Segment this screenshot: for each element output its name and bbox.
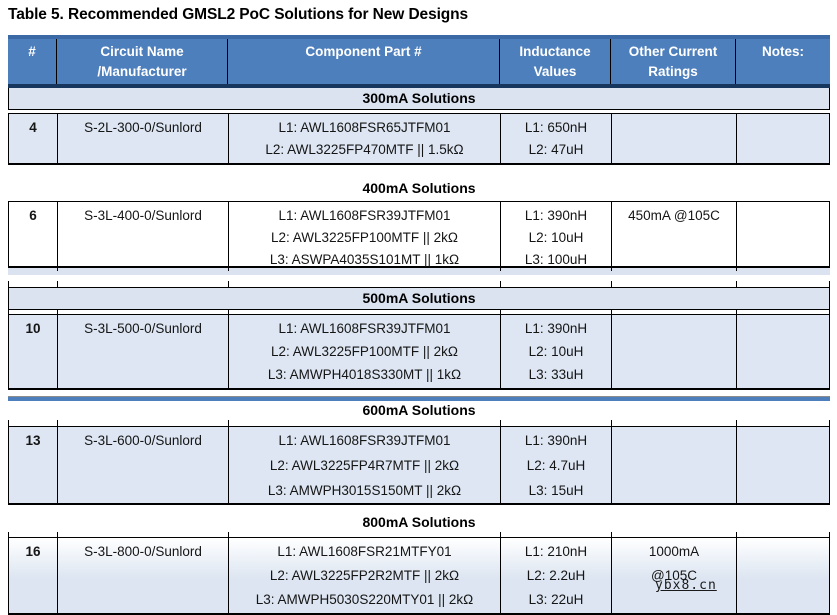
row-number-cell: 13 <box>9 427 58 503</box>
column-header-number: # <box>8 39 57 84</box>
table-header-row: # Circuit Name /Manufacturer Component P… <box>8 35 830 88</box>
section-heading-400ma: 400mA Solutions <box>362 180 476 196</box>
section-heading-300ma: 300mA Solutions <box>8 88 830 110</box>
column-header-circuit-name: Circuit Name /Manufacturer <box>57 39 228 84</box>
column-tick-row <box>8 532 830 537</box>
inductance-values-cell: L1: 390nH L2: 10uH L3: 33uH <box>501 315 612 388</box>
blue-separator-bar <box>8 396 830 401</box>
notes-cell <box>737 114 829 163</box>
inductance-values-cell: L1: 210nH L2: 2.2uH L3: 22uH <box>501 538 612 613</box>
row-number-cell: 10 <box>9 315 58 388</box>
section-heading-800ma: 800mA Solutions <box>362 514 476 530</box>
section-heading-500ma: 500mA Solutions <box>8 287 830 310</box>
notes-cell <box>737 315 829 388</box>
component-part-cell: L1: AWL1608FSR65JTFM01 L2: AWL3225FP470M… <box>229 114 501 163</box>
other-current-cell: 450mA @105C <box>612 202 737 271</box>
column-header-inductance: Inductance Values <box>500 39 611 84</box>
inductance-values-cell: L1: 650nH L2: 47uH <box>501 114 612 163</box>
component-part-cell: L1: AWL1608FSR39JTFM01 L2: AWL3225FP100M… <box>229 315 501 388</box>
circuit-name-cell: S-3L-500-0/Sunlord <box>58 315 229 388</box>
section-heading-600ma: 600mA Solutions <box>362 402 476 418</box>
row-number-cell: 6 <box>9 202 58 271</box>
other-current-cell <box>612 114 737 163</box>
table-row-16: 16 S-3L-800-0/Sunlord L1: AWL1608FSR21MT… <box>8 537 830 615</box>
notes-cell <box>737 538 829 613</box>
table-title: Table 5. Recommended GMSL2 PoC Solutions… <box>8 6 469 23</box>
row-number-cell: 4 <box>9 114 58 163</box>
watermark-text: ybx8.cn <box>655 578 717 593</box>
circuit-name-cell: S-2L-300-0/Sunlord <box>58 114 229 163</box>
inductance-values-cell: L1: 390nH L2: 4.7uH L3: 15uH <box>501 427 612 503</box>
component-part-cell: L1: AWL1608FSR39JTFM01 L2: AWL3225FP100M… <box>229 202 501 271</box>
inductance-values-cell: L1: 390nH L2: 10uH L3: 100uH <box>501 202 612 271</box>
other-current-cell: 1000mA @105C <box>612 538 737 613</box>
component-part-cell: L1: AWL1608FSR21MTFY01 L2: AWL3225FP2R2M… <box>229 538 501 613</box>
table-row-6: 6 S-3L-400-0/Sunlord L1: AWL1608FSR39JTF… <box>8 201 830 271</box>
component-part-cell: L1: AWL1608FSR39JTFM01 L2: AWL3225FP4R7M… <box>229 427 501 503</box>
shaded-strip <box>8 268 830 275</box>
column-header-component-part: Component Part # <box>228 39 500 84</box>
spacer <box>8 165 830 178</box>
table-row-4: 4 S-2L-300-0/Sunlord L1: AWL1608FSR65JTF… <box>8 113 830 165</box>
notes-cell <box>737 202 829 271</box>
column-tick-row <box>8 281 830 287</box>
column-tick-row <box>8 310 830 314</box>
column-header-notes: Notes: <box>761 44 804 59</box>
other-current-cell <box>612 427 737 503</box>
column-header-other-current: Other Current Ratings <box>611 39 736 84</box>
notes-cell <box>737 427 829 503</box>
circuit-name-cell: S-3L-400-0/Sunlord <box>58 202 229 271</box>
table-row-10: 10 S-3L-500-0/Sunlord L1: AWL1608FSR39JT… <box>8 314 830 390</box>
circuit-name-cell: S-3L-800-0/Sunlord <box>58 538 229 613</box>
column-tick-row <box>8 420 830 426</box>
row-number-cell: 16 <box>9 538 58 613</box>
circuit-name-cell: S-3L-600-0/Sunlord <box>58 427 229 503</box>
table-row-13: 13 S-3L-600-0/Sunlord L1: AWL1608FSR39JT… <box>8 426 830 505</box>
other-current-cell <box>612 315 737 388</box>
poc-solutions-table: # Circuit Name /Manufacturer Component P… <box>8 35 830 615</box>
